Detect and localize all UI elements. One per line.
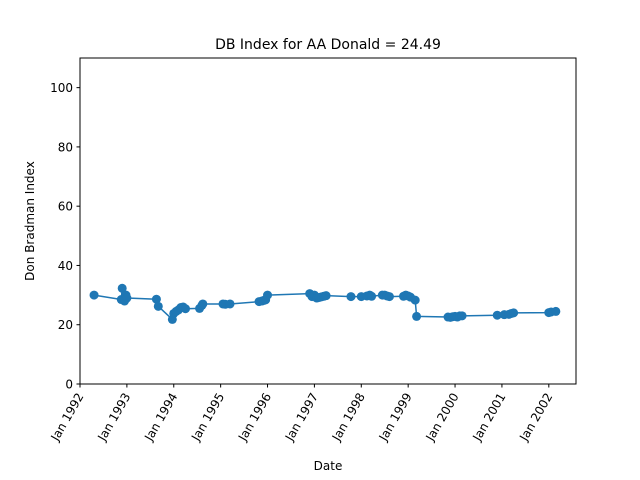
data-point	[492, 310, 502, 320]
data-point	[457, 311, 467, 321]
y-tick-label: 80	[58, 140, 73, 154]
x-tick-label: Jan 2002	[516, 391, 555, 445]
x-tick-label: Jan 1998	[329, 391, 368, 445]
x-axis-ticks: Jan 1992 Jan 1993 Jan 1994 Jan 1995 Jan 1996…	[48, 384, 555, 445]
y-axis-label: Don Bradman Index	[23, 161, 37, 281]
x-tick-label: Jan 1996	[235, 391, 274, 445]
plot-area-frame	[79, 57, 577, 385]
data-point	[153, 301, 163, 311]
data-point	[198, 299, 208, 309]
y-tick-label: 20	[58, 318, 73, 332]
data-point	[122, 293, 132, 303]
data-point	[410, 295, 420, 305]
data-point	[89, 290, 99, 300]
x-tick-label: Jan 1992	[48, 391, 87, 445]
x-tick-label: Jan 1995	[188, 391, 227, 445]
x-axis-label: Date	[314, 459, 343, 473]
y-tick-label: 100	[50, 81, 73, 95]
data-point	[117, 283, 127, 293]
data-point	[263, 290, 273, 300]
y-tick-label: 0	[65, 378, 73, 392]
chart-title: DB Index for AA Donald = 24.49	[215, 37, 441, 53]
data-point	[151, 294, 161, 304]
data-point	[367, 291, 377, 301]
y-axis-ticks: 0 20 40 60 80 100	[50, 81, 80, 392]
x-tick-label: Jan 1993	[94, 391, 133, 445]
data-point	[321, 291, 331, 301]
y-tick-label: 40	[58, 259, 73, 273]
data-point	[225, 299, 235, 309]
data-point	[384, 292, 394, 302]
series-db-index	[89, 283, 561, 324]
data-point	[180, 304, 190, 314]
x-tick-label: Jan 1994	[141, 391, 180, 445]
y-tick-label: 60	[58, 200, 73, 214]
data-point	[412, 311, 422, 321]
data-point	[346, 292, 356, 302]
x-tick-label: Jan 2000	[423, 391, 462, 445]
data-point	[551, 306, 561, 316]
x-tick-label: Jan 1999	[376, 391, 415, 445]
data-point	[509, 308, 519, 318]
x-tick-label: Jan 1997	[282, 391, 321, 445]
x-tick-label: Jan 2001	[469, 391, 508, 445]
